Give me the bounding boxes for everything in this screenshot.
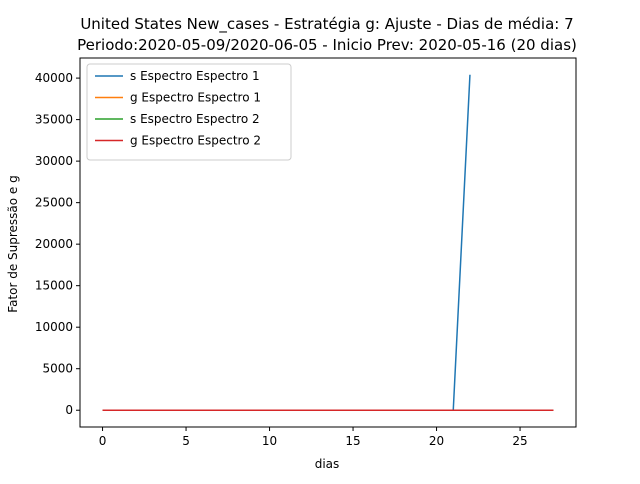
x-tick-label: 20 <box>429 434 444 448</box>
y-tick-label: 35000 <box>35 113 73 127</box>
y-tick-label: 5000 <box>42 362 73 376</box>
y-tick-label: 15000 <box>35 279 73 293</box>
plot-area: 0 5 10 15 20 25 0 5000 10000 15000 20000 25000 30000… <box>35 57 577 448</box>
y-tick-label: 30000 <box>35 154 73 168</box>
legend-box <box>86 63 292 161</box>
legend-label-3: s Espectro Espectro 2 <box>130 112 260 126</box>
x-tick-label: 5 <box>182 434 190 448</box>
x-axis-label: dias <box>315 457 340 471</box>
y-tick-label: 25000 <box>35 196 73 210</box>
x-tick-label: 15 <box>345 434 360 448</box>
x-tick-label: 25 <box>512 434 527 448</box>
x-tick-label: 10 <box>262 434 277 448</box>
y-tick-label: 10000 <box>35 320 73 334</box>
legend-label-4: g Espectro Espectro 2 <box>130 134 261 148</box>
y-tick-label: 40000 <box>35 71 73 85</box>
plot-frame <box>79 57 577 428</box>
y-tick-label: 20000 <box>35 237 73 251</box>
legend-label-2: g Espectro Espectro 1 <box>130 91 261 105</box>
y-axis-label: Fator de Supressão e g <box>6 175 20 312</box>
x-tick-label: 0 <box>99 434 107 448</box>
y-tick-label: 0 <box>65 403 73 417</box>
chart-title-line1: United States New_cases - Estratégia g: … <box>80 15 573 34</box>
chart-title-line2: Periodo:2020-05-09/2020-06-05 - Inicio P… <box>77 36 577 54</box>
legend-label-1: s Espectro Espectro 1 <box>130 69 260 83</box>
series-group <box>102 74 554 411</box>
legend: s Espectro Espectro 1 g Espectro Espectro… <box>86 63 292 161</box>
